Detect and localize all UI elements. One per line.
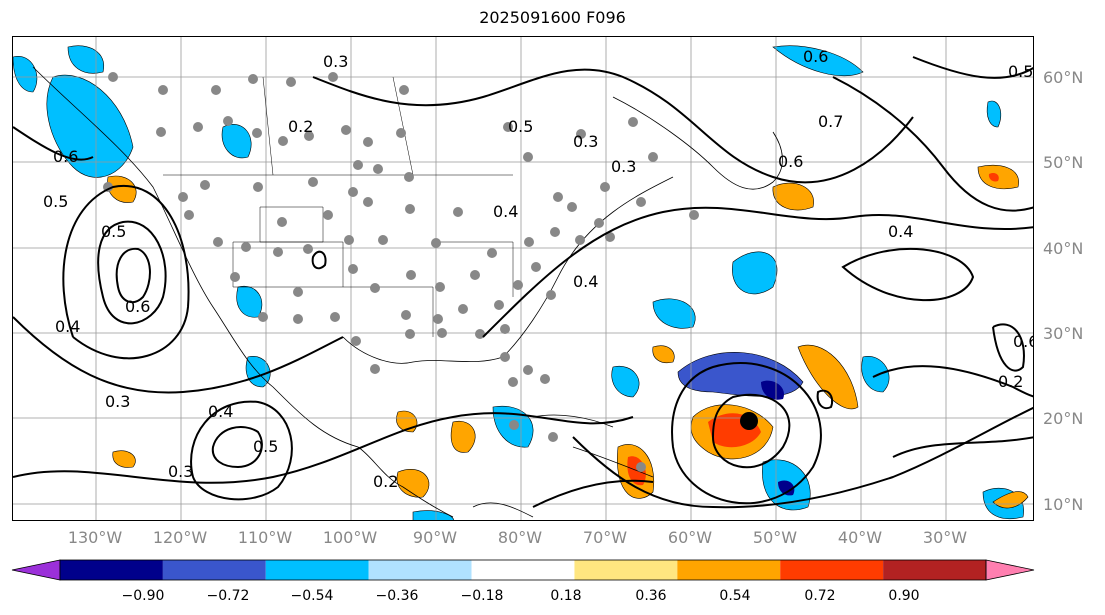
contour-label: 0.4: [493, 202, 518, 221]
contour-label: 0.3: [168, 462, 193, 481]
contour-label: 0.4: [55, 317, 80, 336]
colorbar-outline: [59, 559, 987, 581]
contour-label: 0.2: [998, 372, 1023, 391]
colorbar-segment: [471, 560, 575, 580]
contour-label: 0.3: [323, 52, 348, 71]
colorbar-tick-label: 0.72: [804, 588, 836, 604]
contour-label: 0.5: [43, 192, 68, 211]
lat-label-60n: 60°N: [1043, 68, 1084, 87]
lon-label-120w: 120°W: [152, 528, 208, 547]
colorbar-segment: [883, 560, 986, 580]
contour-label: 0.6: [125, 297, 150, 316]
contour-label: 0.3: [611, 157, 636, 176]
lat-label-40n: 40°N: [1043, 239, 1084, 258]
colorbar-tick-label: −0.90: [121, 588, 165, 604]
contour-label: 0.5: [508, 117, 533, 136]
colorbar: [11, 559, 1035, 581]
lon-label-110w: 110°W: [237, 528, 293, 547]
lon-label-40w: 40°W: [837, 528, 883, 547]
contour-label: 0.3: [573, 132, 598, 151]
coastlines: [32, 66, 783, 518]
colorbar-segment: [265, 560, 369, 580]
colorbar-tick-label: −0.36: [375, 588, 419, 604]
contour-label: 0.5: [1008, 62, 1033, 81]
colorbar-tick-label: −0.18: [460, 588, 504, 604]
contour-label: 0.4: [888, 222, 913, 241]
contour-label: 0.6: [1013, 332, 1034, 351]
colorbar-extend-high: [985, 559, 1035, 581]
contour-label: 0.4: [573, 272, 598, 291]
contour-label: 0.5: [253, 437, 278, 456]
contour-label: 0.6: [53, 147, 78, 166]
colorbar-segment: [368, 560, 472, 580]
lon-label-90w: 90°W: [412, 528, 458, 547]
colorbar-segment: [60, 560, 163, 580]
lon-label-130w: 130°W: [67, 528, 123, 547]
lat-label-30n: 30°N: [1043, 324, 1084, 343]
lon-label-30w: 30°W: [922, 528, 968, 547]
lon-label-60w: 60°W: [667, 528, 713, 547]
lon-label-100w: 100°W: [322, 528, 378, 547]
colorbar-tick-label: −0.54: [290, 588, 334, 604]
station-dots: [103, 72, 699, 472]
contour-label: 0.4: [208, 402, 233, 421]
contour-label: 0.6: [803, 47, 828, 66]
lon-label-50w: 50°W: [752, 528, 798, 547]
contour-label: 0.5: [101, 222, 126, 241]
political-boundaries: [163, 76, 514, 337]
storm-center-marker: [740, 412, 758, 430]
colorbar-extend-low: [11, 559, 61, 581]
contour-lines: [13, 56, 1033, 509]
contour-label: 0.2: [288, 117, 313, 136]
colorbar-segment: [162, 560, 266, 580]
lat-label-20n: 20°N: [1043, 409, 1084, 428]
colorbar-tick-label: 0.90: [888, 588, 920, 604]
map-canvas: 0.5 0.6 0.5 0.4 0.2 0.3 0.4 0.5 0.6 0.5 …: [13, 37, 1034, 520]
colorbar-tick-label: 0.36: [635, 588, 667, 604]
lat-label-50n: 50°N: [1043, 153, 1084, 172]
contour-label: 0.7: [818, 112, 843, 131]
colorbar-tick-label: 0.54: [719, 588, 751, 604]
colorbar-segment: [574, 560, 678, 580]
colorbar-tick-label: 0.18: [550, 588, 582, 604]
map-panel: 0.5 0.6 0.5 0.4 0.2 0.3 0.4 0.5 0.6 0.5 …: [12, 36, 1034, 521]
colorbar-segment: [677, 560, 781, 580]
contour-label: 0.6: [778, 152, 803, 171]
colorbar-segment: [780, 560, 884, 580]
lat-label-10n: 10°N: [1043, 495, 1084, 514]
contour-label: 0.3: [105, 392, 130, 411]
contour-label: 0.2: [373, 472, 398, 491]
contour-value-labels: 0.5 0.6 0.5 0.4 0.2 0.3 0.4 0.5 0.6 0.5 …: [43, 47, 1034, 491]
colorbar-tick-label: −0.72: [206, 588, 250, 604]
lon-label-70w: 70°W: [582, 528, 628, 547]
lon-label-80w: 80°W: [497, 528, 543, 547]
map-title: 2025091600 F096: [479, 8, 626, 27]
